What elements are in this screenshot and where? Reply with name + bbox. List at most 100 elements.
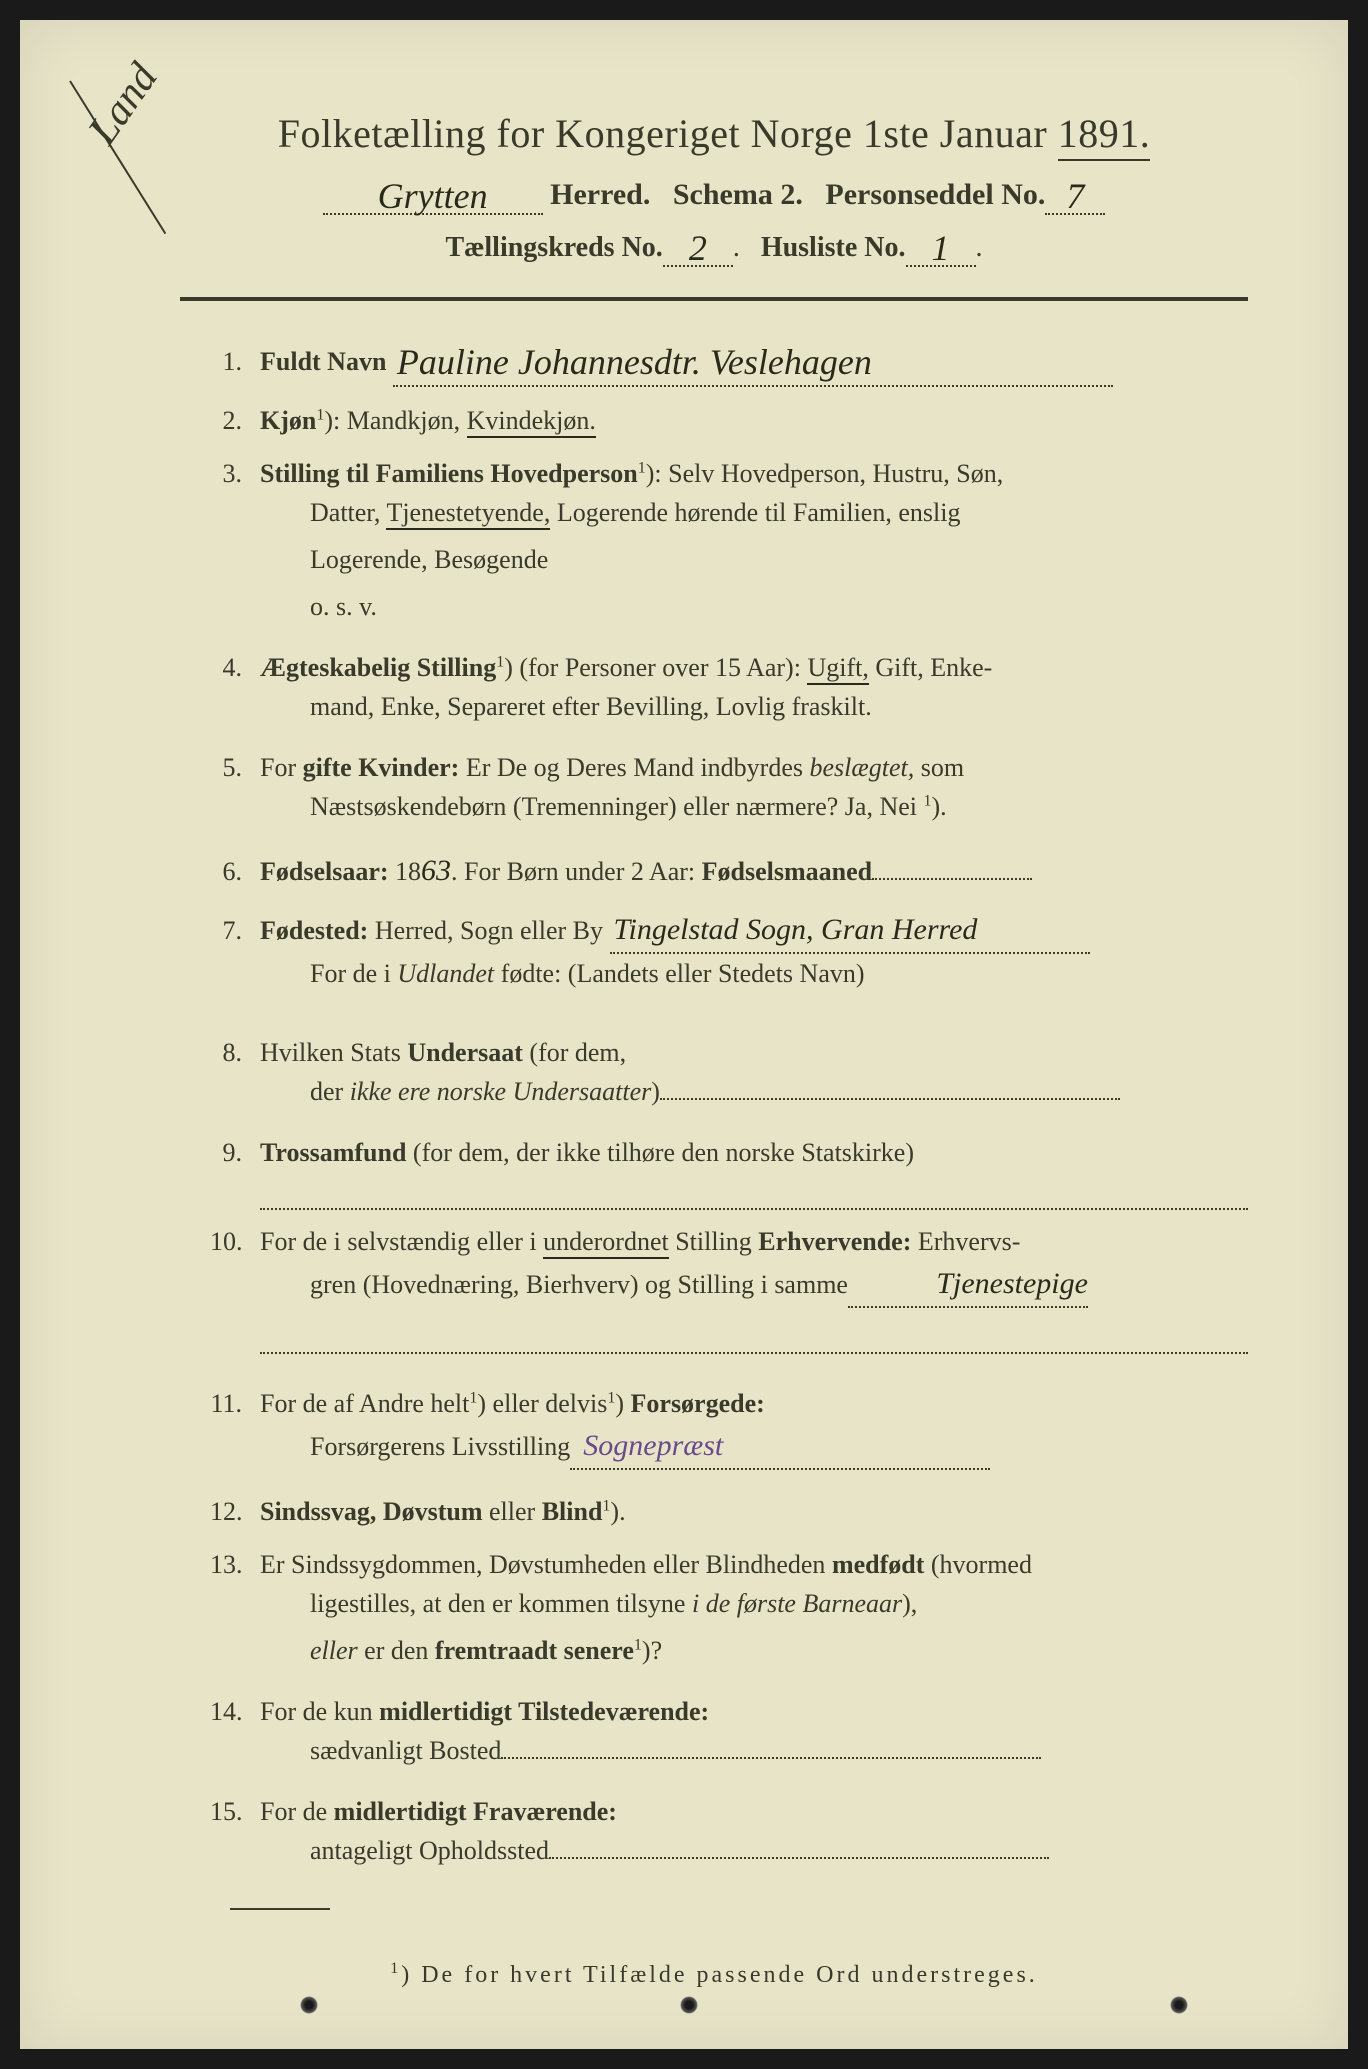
binding-hole [300, 1996, 318, 2014]
text: eller [483, 1497, 542, 1526]
value-fodested: Tingelstad Sogn, Gran Herred [614, 913, 978, 946]
bold: Blind [542, 1497, 603, 1526]
text: ) [615, 1389, 630, 1418]
label-trossamfund: Trossamfund [260, 1138, 406, 1167]
footnote: 1) De for hvert Tilfælde passende Ord un… [180, 1960, 1248, 1989]
value-forsorger: Sognepræst [583, 1429, 723, 1462]
row-6: 6. Fødselsaar: 1863. For Børn under 2 Aa… [210, 848, 1248, 893]
row-num: 4. [210, 648, 260, 687]
text: Erhvervs- [911, 1227, 1020, 1256]
title-year: 1891. [1058, 110, 1151, 161]
row-num: 15. [210, 1792, 260, 1831]
prefix-18: 18 [389, 857, 422, 886]
line2: Næstsøskendebørn (Tremenninger) eller næ… [260, 787, 1248, 826]
label-aegteskab: Ægteskabelig Stilling [260, 653, 496, 682]
row-num: 3. [210, 454, 260, 493]
footnote-rule [230, 1908, 330, 1910]
herred-value: Grytten [378, 176, 488, 216]
binding-hole [680, 1996, 698, 2014]
text: Hvilken Stats [260, 1038, 407, 1067]
bold: Sindssvag, Døvstum [260, 1497, 483, 1526]
text: ): Selv Hovedperson, Hustru, Søn, [646, 459, 1003, 488]
footnote-text: ) De for hvert Tilfælde passende Ord und… [401, 1962, 1038, 1988]
bold: Forsørgede: [631, 1389, 765, 1418]
row-num: 1. [210, 342, 260, 381]
line4: o. s. v. [260, 587, 1248, 626]
text: (for dem, [523, 1038, 626, 1067]
text: For de [260, 1797, 334, 1826]
text: ) eller delvis [477, 1389, 607, 1418]
row-14: 14. For de kun midlertidigt Tilstedevære… [210, 1692, 1248, 1778]
kreds-value: 2 [689, 228, 707, 268]
tjenestetyende: Tjenestetyende, [386, 498, 550, 530]
row-5: 5. For gifte Kvinder: Er De og Deres Man… [210, 748, 1248, 834]
text: Er Sindssygdommen, Døvstumheden eller Bl… [260, 1550, 832, 1579]
bold: gifte Kvinder: [303, 753, 460, 782]
text: For de kun [260, 1697, 379, 1726]
kreds-label: Tællingskreds No. [445, 232, 662, 263]
label-stilling: Stilling til Familiens Hovedperson [260, 459, 638, 488]
value-year: 63 [421, 854, 451, 887]
line2: Forsørgerens Livsstilling Sognepræst [260, 1423, 1248, 1470]
sup: 1 [638, 459, 646, 476]
personseddel-label: Personseddel No. [825, 178, 1045, 211]
row-num: 12. [210, 1492, 260, 1531]
row-1: 1. Fuldt Navn Pauline Johannesdtr. Vesle… [210, 331, 1248, 387]
label-fodselsaar: Fødselsaar: [260, 857, 389, 886]
text: Herred, Sogn eller By [368, 916, 603, 945]
row-num: 13. [210, 1545, 260, 1584]
row-15: 15. For de midlertidigt Fraværende: anta… [210, 1792, 1248, 1878]
schema-label: Schema 2. [673, 178, 803, 211]
line3: eller er den fremtraadt senere1)? [260, 1631, 1248, 1670]
husliste-value: 1 [932, 228, 950, 268]
row-num: 10. [210, 1222, 260, 1261]
text: ) (for Personer over 15 Aar): [504, 653, 807, 682]
bold: Erhvervende: [758, 1227, 911, 1256]
text: som [914, 753, 964, 782]
herred-label: Herred. [550, 178, 650, 211]
row-num: 7. [210, 911, 260, 950]
italic: beslægtet, [810, 753, 915, 782]
personseddel-value: 7 [1066, 176, 1084, 216]
bold: Undersaat [407, 1038, 523, 1067]
value-erhverv: Tjenestepige [936, 1267, 1088, 1300]
row-num: 14. [210, 1692, 260, 1731]
text: (for dem, der ikke tilhøre den norske St… [406, 1138, 914, 1167]
line2: sædvanligt Bosted [260, 1731, 1248, 1770]
footnote-sup: 1 [390, 1960, 401, 1977]
value-name: Pauline Johannesdtr. Veslehagen [397, 342, 872, 382]
line2: antageligt Opholdssted [260, 1831, 1248, 1870]
text: (hvormed [924, 1550, 1032, 1579]
label-kjon: Kjøn [260, 406, 316, 435]
sup: 1 [496, 653, 504, 670]
title-text: Folketælling for Kongeriget Norge 1ste J… [278, 111, 1058, 156]
corner-annotation: Land [79, 55, 168, 153]
row-num: 9. [210, 1133, 260, 1172]
text: For de i selvstændig eller i [260, 1227, 543, 1256]
divider-top [180, 297, 1248, 301]
row-7: 7. Fødested: Herred, Sogn eller By Tinge… [210, 907, 1248, 1001]
text: Gift, Enke- [869, 653, 992, 682]
dotted-line [260, 1330, 1248, 1354]
label-fodselsmaaned: Fødselsmaaned [702, 857, 872, 886]
text: Er De og Deres Mand indbyrdes [459, 753, 809, 782]
label-fuldt-navn: Fuldt Navn [260, 347, 386, 376]
text: Stilling [669, 1227, 759, 1256]
line2: der ikke ere norske Undersaatter) [260, 1072, 1248, 1111]
form-body: 1. Fuldt Navn Pauline Johannesdtr. Vesle… [180, 331, 1248, 1878]
line2: Datter, Tjenestetyende, Logerende hørend… [260, 493, 1248, 532]
text: . For Børn under 2 Aar: [451, 857, 702, 886]
row-10: 10. For de i selvstændig eller i underor… [210, 1222, 1248, 1316]
bold: medfødt [832, 1550, 924, 1579]
row-num: 2. [210, 401, 260, 440]
row-13: 13. Er Sindssygdommen, Døvstumheden elle… [210, 1545, 1248, 1678]
row-11: 11. For de af Andre helt1) eller delvis1… [210, 1384, 1248, 1478]
husliste-label: Husliste No. [761, 232, 906, 263]
kvindekjon: Kvindekjøn. [467, 406, 596, 438]
row-num: 5. [210, 748, 260, 787]
text: ): Mandkjøn, [324, 406, 466, 435]
underordnet: underordnet [543, 1227, 669, 1259]
dotted-line [260, 1186, 1248, 1210]
ugift: Ugift, [807, 653, 868, 685]
row-num: 8. [210, 1033, 260, 1072]
